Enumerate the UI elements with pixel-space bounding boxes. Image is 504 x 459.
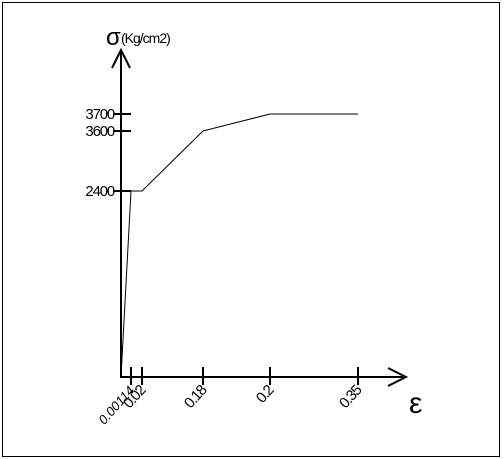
x-tick-label: 0.35 — [336, 382, 366, 412]
x-tick-label: 0.2 — [253, 382, 278, 407]
y-axis-symbol: σ — [106, 24, 121, 51]
y-tick-label: 3600 — [85, 123, 114, 140]
x-axis-symbol: ε — [409, 387, 422, 420]
stress-strain-line — [120, 113, 358, 378]
y-axis-unit: (Kg/cm2) — [121, 30, 170, 46]
y-tick-label: 3700 — [85, 106, 114, 123]
x-tick-label: 0.18 — [181, 382, 211, 412]
y-axis-arrow-icon — [111, 47, 131, 69]
chart-frame — [2, 2, 500, 457]
y-tick-label: 2400 — [85, 183, 114, 200]
x-axis-arrow-icon — [387, 367, 409, 387]
